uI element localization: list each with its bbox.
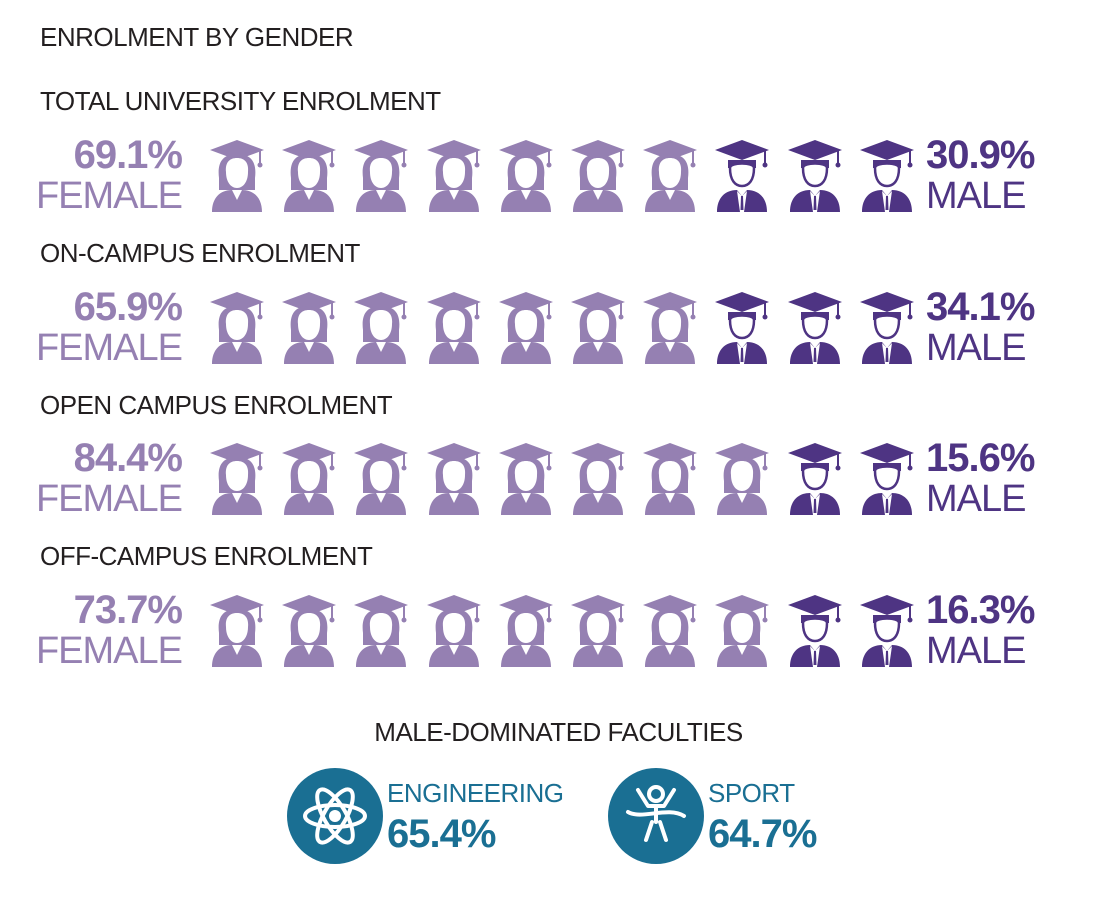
female-label: FEMALE [35,478,183,520]
female-graduate-icon [210,443,264,515]
female-graduate-icon [354,595,408,667]
row-total-enrolment: 69.1% FEMALE 30.9% MALE [0,133,1117,217]
female-label: FEMALE [35,327,183,369]
female-graduate-icon [571,292,625,364]
section-title-total: TOTAL UNIVERSITY ENROLMENT [40,86,441,116]
row-open-campus-enrolment: 84.4% FEMALE 15.6% MALE [0,436,1117,520]
male-stat: 15.6% MALE [926,437,1106,519]
faculties-heading: MALE-DOMINATED FACULTIES [374,717,743,747]
female-percent: 65.9% [73,285,183,329]
female-graduate-icon [643,292,697,364]
male-percent: 15.6% [926,436,1035,480]
male-percent: 16.3% [926,588,1035,632]
male-stat: 16.3% MALE [926,589,1106,671]
female-stat: 65.9% FEMALE [30,285,183,369]
female-graduate-icon [427,443,481,515]
faculty-percent: 65.4% [387,812,496,856]
female-percent: 69.1% [73,133,183,177]
female-graduate-icon [427,595,481,667]
icon-row [208,437,920,517]
male-graduate-icon [860,140,914,212]
row-off-campus-enrolment: 73.7% FEMALE 16.3% MALE [0,588,1117,672]
female-graduate-icon [499,595,553,667]
male-graduate-icon [860,292,914,364]
atom-icon [287,768,383,864]
female-percent: 84.4% [73,436,183,480]
female-stat: 73.7% FEMALE [30,588,183,672]
male-graduate-icon [788,140,842,212]
female-graduate-icon [354,140,408,212]
male-label: MALE [926,327,1026,369]
male-graduate-icon [788,595,842,667]
female-graduate-icon [643,140,697,212]
female-graduate-icon [282,140,336,212]
female-graduate-icon [210,292,264,364]
page-heading: ENROLMENT BY GENDER [40,22,354,52]
female-graduate-icon [643,595,697,667]
icon-row [208,589,920,669]
sport-figure-icon [608,768,704,864]
female-stat: 84.4% FEMALE [30,436,183,520]
female-graduate-icon [210,140,264,212]
faculty-name: SPORT [708,778,795,808]
female-graduate-icon [499,443,553,515]
section-title-open-campus: OPEN CAMPUS ENROLMENT [40,390,393,420]
male-percent: 34.1% [926,285,1035,329]
female-percent: 73.7% [73,588,183,632]
female-graduate-icon [282,595,336,667]
female-graduate-icon [571,443,625,515]
male-graduate-icon [715,292,769,364]
female-stat: 69.1% FEMALE [30,133,183,217]
male-label: MALE [926,478,1026,520]
female-graduate-icon [282,443,336,515]
female-graduate-icon [427,292,481,364]
female-graduate-icon [354,292,408,364]
male-stat: 34.1% MALE [926,286,1106,368]
female-label: FEMALE [35,175,183,217]
male-graduate-icon [860,443,914,515]
male-graduate-icon [788,292,842,364]
female-graduate-icon [499,140,553,212]
female-graduate-icon [427,140,481,212]
icon-row [208,134,920,214]
female-graduate-icon [571,595,625,667]
male-stat: 30.9% MALE [926,134,1106,216]
icon-row [208,286,920,366]
section-title-off-campus: OFF-CAMPUS ENROLMENT [40,541,373,571]
row-on-campus-enrolment: 65.9% FEMALE 34.1% MALE [0,285,1117,369]
female-graduate-icon [571,140,625,212]
female-label: FEMALE [35,630,183,672]
female-graduate-icon [715,595,769,667]
female-graduate-icon [354,443,408,515]
section-title-on-campus: ON-CAMPUS ENROLMENT [40,238,360,268]
faculty-name: ENGINEERING [387,778,564,808]
male-label: MALE [926,175,1026,217]
male-graduate-icon [788,443,842,515]
male-percent: 30.9% [926,133,1035,177]
female-graduate-icon [715,443,769,515]
faculty-percent: 64.7% [708,812,817,856]
female-graduate-icon [499,292,553,364]
female-graduate-icon [643,443,697,515]
female-graduate-icon [282,292,336,364]
female-graduate-icon [210,595,264,667]
male-graduate-icon [715,140,769,212]
male-label: MALE [926,630,1026,672]
male-graduate-icon [860,595,914,667]
